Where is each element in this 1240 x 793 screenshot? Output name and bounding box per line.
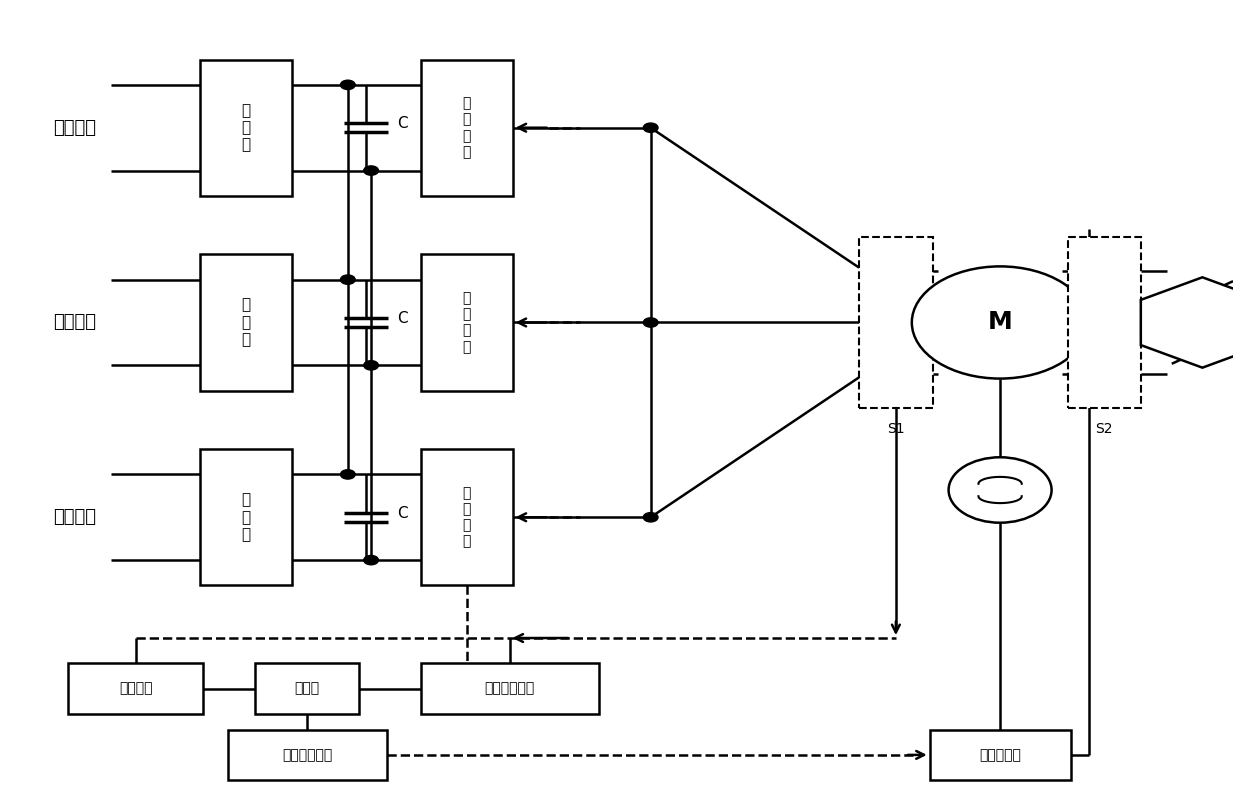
Bar <box>255 664 360 714</box>
Text: C: C <box>398 117 408 132</box>
Bar <box>420 255 512 391</box>
Text: S1: S1 <box>887 422 905 436</box>
Text: 电
池
组: 电 池 组 <box>242 492 250 542</box>
Text: 伺服驱动电路: 伺服驱动电路 <box>283 748 332 762</box>
Bar <box>200 449 291 585</box>
Bar <box>859 237 932 408</box>
Polygon shape <box>1141 278 1240 368</box>
Text: 电
池
组: 电 池 组 <box>242 103 250 152</box>
Circle shape <box>644 123 658 132</box>
Text: 逆
变
电
路: 逆 变 电 路 <box>463 97 471 159</box>
Bar <box>420 449 512 585</box>
Circle shape <box>363 555 378 565</box>
Text: 接充电器: 接充电器 <box>53 313 95 331</box>
Text: 接充电器: 接充电器 <box>53 119 95 136</box>
Bar <box>930 730 1070 780</box>
Text: C: C <box>398 506 408 521</box>
Circle shape <box>949 458 1052 523</box>
Text: 逆变驱动电路: 逆变驱动电路 <box>485 682 534 695</box>
Text: 电
池
组: 电 池 组 <box>242 297 250 347</box>
Circle shape <box>363 361 378 370</box>
Circle shape <box>911 266 1089 378</box>
Circle shape <box>644 512 658 522</box>
Bar <box>420 664 599 714</box>
Text: C: C <box>398 311 408 326</box>
Text: 控制器: 控制器 <box>295 682 320 695</box>
Circle shape <box>341 80 355 90</box>
Circle shape <box>644 318 658 328</box>
Text: S2: S2 <box>1096 422 1114 436</box>
Circle shape <box>363 166 378 175</box>
Text: 伺服驱动器: 伺服驱动器 <box>980 748 1021 762</box>
Bar <box>228 730 387 780</box>
Bar <box>200 255 291 391</box>
Text: 逆
变
电
路: 逆 变 电 路 <box>463 291 471 354</box>
Bar <box>200 59 291 196</box>
Bar <box>68 664 203 714</box>
Circle shape <box>341 275 355 285</box>
Text: 接充电器: 接充电器 <box>53 508 95 527</box>
Text: 逆
变
电
路: 逆 变 电 路 <box>463 486 471 549</box>
Circle shape <box>341 469 355 479</box>
Bar <box>420 59 512 196</box>
Text: 检测电路: 检测电路 <box>119 682 153 695</box>
Bar <box>1068 237 1141 408</box>
Text: M: M <box>988 311 1013 335</box>
